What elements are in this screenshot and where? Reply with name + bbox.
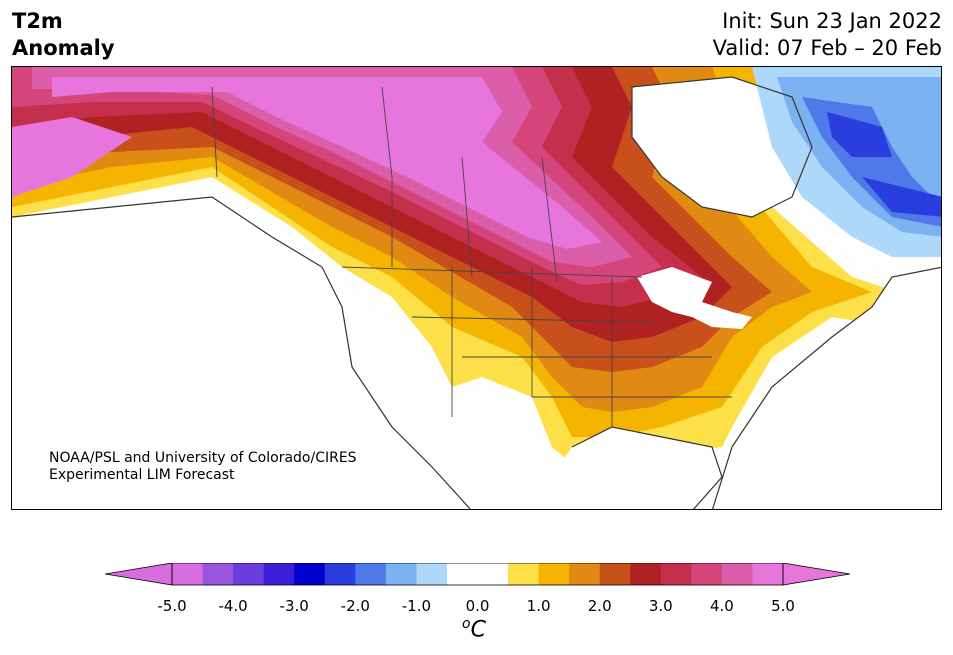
- colorbar-tick-label: -1.0: [401, 597, 432, 615]
- forecast-dates: Init: Sun 23 Jan 2022 Valid: 07 Feb – 20…: [713, 8, 942, 62]
- title-variable-line2: Anomaly: [12, 36, 115, 60]
- colorbar-segment: [569, 563, 601, 585]
- colorbar-segment: [752, 563, 784, 585]
- colorbar-segment: [385, 563, 417, 585]
- colorbar-segment: [263, 563, 295, 585]
- unit-main: C: [470, 617, 486, 643]
- colorbar-segment: [599, 563, 631, 585]
- colorbar-tick-label: 5.0: [771, 597, 795, 615]
- credit-text: NOAA/PSL and University of Colorado/CIRE…: [49, 450, 357, 484]
- colorbar-outline: [171, 563, 784, 586]
- colorbar-tick-label: 2.0: [587, 597, 612, 615]
- colorbar: [105, 563, 850, 586]
- colorbar-max-arrow: [782, 563, 850, 586]
- credit-line1: NOAA/PSL and University of Colorado/CIRE…: [49, 450, 357, 466]
- coastlines: [12, 76, 941, 509]
- colorbar-min-arrow: [105, 563, 173, 586]
- colorbar-segment: [721, 563, 753, 585]
- atlantic-ocean: [712, 267, 941, 509]
- colorbar-tick-label: -4.0: [218, 597, 248, 615]
- unit-degree: o: [462, 616, 471, 632]
- anomaly-map: [11, 66, 942, 510]
- colorbar-tick-label: 4.0: [709, 597, 734, 615]
- colorbar-segment: [202, 563, 234, 585]
- colorbar-segment: [416, 563, 448, 585]
- colorbar-segment: [172, 563, 204, 585]
- colorbar-tick-label: -2.0: [340, 597, 370, 615]
- colorbar-segment: [324, 563, 356, 585]
- great-lakes: [637, 267, 752, 329]
- colorbar-tick-label: -3.0: [279, 597, 309, 615]
- political-borders: [211, 86, 732, 427]
- colorbar-tick-label: 0.0: [465, 597, 490, 615]
- colorbar-segment: [660, 563, 692, 585]
- colorbar-tick-label: 1.0: [526, 597, 551, 615]
- colorbar-segment: [691, 563, 723, 585]
- colorbar-segment: [233, 563, 265, 585]
- colorbar-segment: [477, 563, 509, 585]
- title-variable-line1: T2m: [12, 9, 63, 33]
- colorbar-tick-label: 3.0: [648, 597, 673, 615]
- init-date: Init: Sun 23 Jan 2022: [722, 9, 942, 33]
- colorbar-segment: [630, 563, 662, 585]
- gulf-of-mexico: [533, 427, 722, 509]
- credit-line2: Experimental LIM Forecast: [49, 467, 235, 483]
- colorbar-segment: [446, 563, 478, 585]
- map-canvas: [12, 67, 941, 509]
- map-title: T2m Anomaly: [12, 8, 115, 62]
- colorbar-segment: [294, 563, 326, 585]
- pacific-ocean: [12, 197, 471, 509]
- unit-label: oC: [462, 616, 486, 642]
- cold-band-deep: [827, 112, 941, 217]
- colorbar-segment: [355, 563, 387, 585]
- colorbar-tick-label: -5.0: [157, 597, 187, 615]
- colorbar-segment: [508, 563, 540, 585]
- anomaly-band-magenta: [12, 77, 602, 249]
- valid-range: Valid: 07 Feb – 20 Feb: [712, 36, 942, 60]
- colorbar-segment: [538, 563, 570, 585]
